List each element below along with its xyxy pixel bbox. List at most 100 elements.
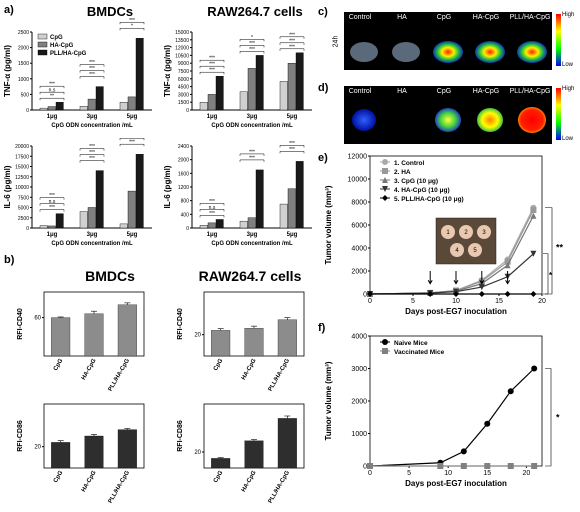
bar <box>47 225 56 229</box>
y-tick-label: 3000 <box>178 92 189 98</box>
y-tick-label: 7500 <box>18 195 29 201</box>
x-tick-label: 3μg <box>247 114 258 120</box>
significance-label: *** <box>129 18 135 24</box>
significance-bracket <box>279 151 305 154</box>
bar <box>79 211 88 229</box>
legend-label: 4. HA-CpG (10 μg) <box>394 187 450 194</box>
bar <box>117 429 137 469</box>
injection-arrow <box>427 271 433 285</box>
y-tick-label: 20 <box>34 445 41 451</box>
y-tick-label: 15000 <box>175 30 189 36</box>
significance-label: *** <box>129 140 135 146</box>
legend-label: CpG <box>50 35 63 41</box>
bar <box>279 203 288 229</box>
tumor-inset-label: 3 <box>482 230 486 236</box>
x-tick-label: PLL/HA-CpG <box>108 470 132 505</box>
imaging-panel-c: Control HA CpG HA-CpG PLL/HA-CpG 24h Hig… <box>332 4 576 76</box>
data-point <box>382 186 388 192</box>
y-axis-label: RFI-CD40 <box>17 308 24 340</box>
data-point <box>460 448 467 455</box>
significance-bracket <box>39 85 65 89</box>
y-tick-label: 8000 <box>351 200 367 207</box>
d-label-0: Control <box>348 88 372 95</box>
significance-label: *** <box>209 68 215 74</box>
y-tick-label: 2000 <box>18 46 29 52</box>
c-scale-high: High <box>562 12 575 18</box>
tumor-blob-2 <box>435 108 461 132</box>
data-point <box>453 291 459 297</box>
imaging-svg-d <box>352 107 546 133</box>
significance-bracket <box>79 70 105 73</box>
significance-label: *** <box>89 66 95 72</box>
data-point <box>478 291 485 297</box>
y-axis-label: Tumor volume (mm³) <box>324 361 333 440</box>
significance-bracket <box>543 253 549 295</box>
x-tick-label: 5μg <box>127 232 138 238</box>
bar <box>127 190 136 229</box>
y-tick-label: 10500 <box>175 53 189 59</box>
x-tick-label: 5 <box>407 470 411 477</box>
bar <box>295 52 304 111</box>
y-tick-label: 800 <box>181 199 190 205</box>
significance-label: * <box>556 413 560 423</box>
chart-a3-bmdc-il6: 0 2500 5000 7500 10000 12500 15000 17500 20000 1μ… <box>3 138 152 247</box>
bar <box>255 55 264 111</box>
y-tick-label: 0 <box>186 108 189 114</box>
significance-bracket <box>119 27 145 31</box>
bar <box>239 220 248 229</box>
data-point <box>382 177 388 183</box>
x-tick-label: 10 <box>444 470 452 477</box>
data-point <box>427 291 434 297</box>
chart-a2-raw-tnf: 0150030004500600075009000105001200013500… <box>163 30 312 129</box>
tumor-inset-label: 1 <box>446 230 450 236</box>
y-tick-label: 4000 <box>351 334 367 341</box>
y-axis-label: IL-6 (pg/ml) <box>3 165 12 208</box>
significance-label: *** <box>49 205 55 211</box>
x-axis-label: Days post-EG7 inoculation <box>405 479 507 488</box>
bar <box>239 91 248 111</box>
y-tick-label: 0 <box>26 226 29 232</box>
panel-label-d: d) <box>318 82 329 94</box>
bar <box>215 76 224 111</box>
d-scale-low: Low <box>562 136 574 142</box>
title-b-left: BMDCs <box>85 268 135 284</box>
chart-b2-raw-cd40: 20 CpG HA-CpG PLL/HA-CpG RFI-CD40 <box>177 291 305 392</box>
x-tick-label: HA-CpG <box>81 470 98 493</box>
significance-label: *** <box>249 155 255 161</box>
bar <box>211 330 231 357</box>
x-tick-label: 20 <box>522 470 530 477</box>
legend-label: 2. HA <box>394 169 411 176</box>
significance-label: *** <box>89 60 95 66</box>
y-tick-label: 1500 <box>178 100 189 106</box>
data-point <box>530 250 537 257</box>
significance-bracket <box>79 76 105 79</box>
mouse-blob-4 <box>475 41 505 63</box>
significance-label: n.s <box>49 88 56 94</box>
title-b-right: RAW264.7 cells <box>198 268 302 284</box>
significance-bracket <box>119 138 145 141</box>
significance-label: *** <box>89 156 95 162</box>
y-tick-label: 60 <box>34 316 41 322</box>
y-axis-label: Tumor volume (mm³) <box>324 185 333 264</box>
x-axis-label: CpG ODN concentration /mL <box>211 123 293 129</box>
chart-b3-bmdc-cd86: 20 CpG HA-CpG PLL/HA-CpG RFI-CD86 <box>17 403 145 505</box>
significance-label: *** <box>289 32 295 38</box>
x-tick-label: 15 <box>483 470 491 477</box>
x-tick-label: 5μg <box>127 114 138 120</box>
significance-label: * <box>131 24 133 30</box>
bar <box>95 170 104 229</box>
significance-label: *** <box>49 82 55 88</box>
y-tick-label: 1000 <box>351 431 367 438</box>
x-axis-label: CpG ODN concentration /mL <box>211 241 293 247</box>
significance-label: *** <box>209 199 215 205</box>
x-tick-label: CpG <box>213 470 225 484</box>
legend-label: PLL/HA-CpG <box>50 51 87 57</box>
significance-bracket <box>239 39 265 42</box>
y-tick-label: 4000 <box>351 246 367 253</box>
mouse-blob-1 <box>350 42 378 62</box>
x-tick-label: 3μg <box>87 232 98 238</box>
significance-bracket <box>79 64 105 67</box>
significance-bracket <box>545 207 553 295</box>
bar <box>279 81 288 111</box>
data-point <box>507 388 514 395</box>
